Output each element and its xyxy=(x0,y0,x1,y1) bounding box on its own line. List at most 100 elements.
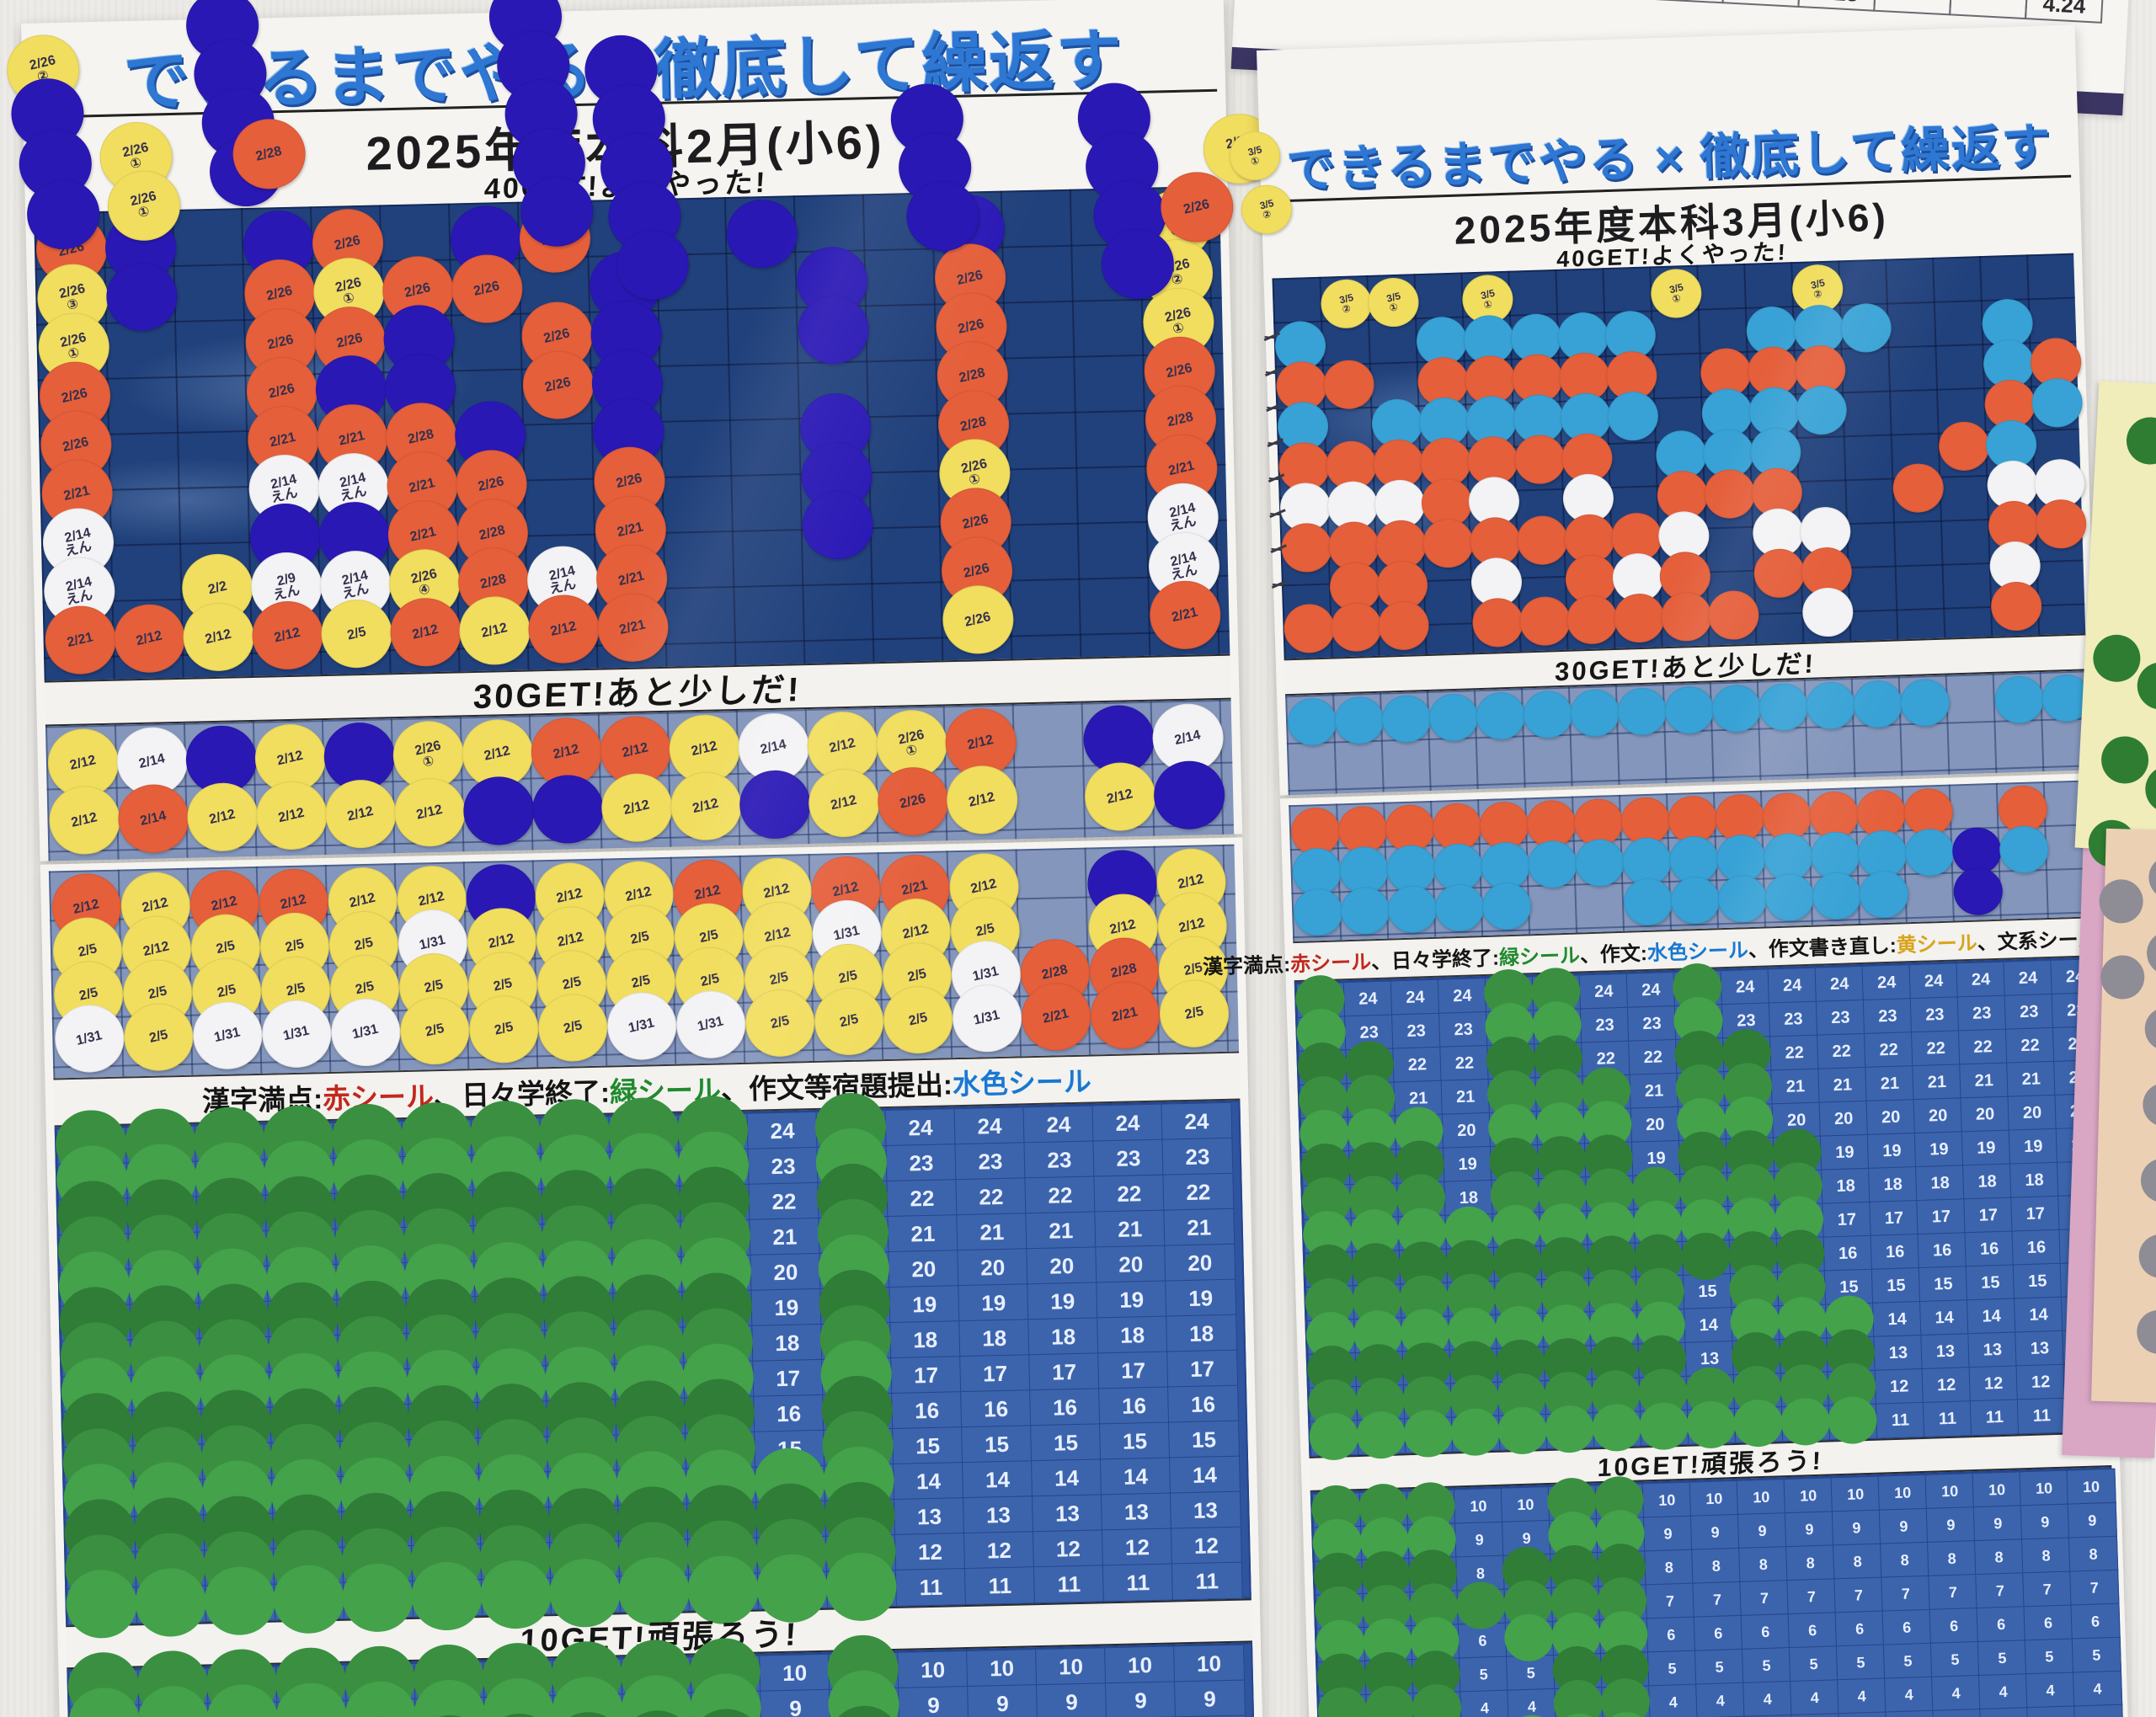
sticker-orange xyxy=(1990,581,2043,632)
sticker-date-label: 2/21 xyxy=(408,475,437,496)
number-cell: 21 xyxy=(1912,1064,1962,1101)
number-cell: 19 xyxy=(1961,1129,2012,1167)
number-cell: 5 xyxy=(1882,1642,1934,1680)
number-cell: 19 xyxy=(889,1285,961,1325)
number-cell: 22 xyxy=(1957,1028,2009,1066)
sticker-date-label: 2/26 xyxy=(543,375,573,395)
sticker-dot xyxy=(2100,954,2145,1000)
sticker-white: 1/31 xyxy=(952,984,1022,1053)
sticker-date-label: 2/5 xyxy=(1183,1004,1205,1022)
sticker-cyan xyxy=(1340,886,1391,936)
sticker-white: 1/31 xyxy=(606,991,678,1061)
sticker-cyan xyxy=(1812,871,1862,921)
sticker-orange xyxy=(1513,434,1566,485)
sticker-date-label: 2/26 xyxy=(403,280,433,301)
sticker-yellow: 2/26 xyxy=(942,584,1015,655)
sticker-yellow: 3/5 ① xyxy=(1367,277,1420,328)
sticker-dot xyxy=(2125,416,2156,466)
number-cell: 4 xyxy=(2025,1672,2076,1709)
sticker-date-label: 2/5 xyxy=(216,982,237,1000)
number-cell: 9 xyxy=(2067,1501,2117,1539)
number-cell: 20 xyxy=(957,1248,1029,1288)
number-cell: 10 xyxy=(1453,1487,1504,1525)
sticker-date-label: 2/12 xyxy=(70,809,99,830)
number-cell: 14 xyxy=(1099,1457,1171,1496)
number-cell: 21 xyxy=(956,1213,1028,1252)
sticker-date-label: ② xyxy=(1812,287,1824,301)
number-cell: 10 xyxy=(1035,1647,1107,1687)
sticker-white: 1/31 xyxy=(261,999,333,1069)
number-cell: 21 xyxy=(1817,1066,1868,1104)
number-cell: 10 xyxy=(1877,1474,1928,1512)
sticker-orange: 2/21 xyxy=(1149,579,1222,651)
number-cell: 9 xyxy=(1642,1515,1694,1553)
sticker-yellow: 2/5 xyxy=(537,993,609,1062)
handwritten-name-scribble xyxy=(1260,325,1281,342)
sticker-date-label: 2/5 xyxy=(630,973,652,991)
sticker-date-label: ① xyxy=(421,753,436,771)
sticker-yellow: 2/12 xyxy=(1084,761,1157,833)
number-cell: 10 xyxy=(759,1653,831,1693)
sticker-orange xyxy=(1516,515,1569,566)
sticker-date-label: 2/26 xyxy=(962,560,992,581)
number-grid-feb: 2424242424242424242424242424242424232323… xyxy=(54,1092,1251,1640)
legend-part: 水色シール xyxy=(1646,938,1749,965)
number-cell: 14 xyxy=(1031,1458,1102,1498)
number-cell: 16 xyxy=(1917,1232,1967,1270)
top-paper-table-cell: 2561 xyxy=(1721,0,1801,8)
number-cell: 5 xyxy=(2024,1638,2075,1676)
sticker-cyan xyxy=(1387,884,1438,934)
number-cell: 17 xyxy=(1869,1200,1919,1237)
number-cell: 18 xyxy=(1821,1167,1871,1205)
number-cell: 23 xyxy=(1438,1010,1489,1048)
number-cell: 5 xyxy=(1694,1648,1745,1686)
number-cell: 4 xyxy=(2072,1670,2123,1708)
number-cell: 16 xyxy=(1822,1234,1873,1272)
sticker-cyan xyxy=(2031,377,2084,429)
number-cell: 24 xyxy=(1342,980,1394,1018)
sticker-navy xyxy=(739,769,812,840)
sticker-date-label: 2/21 xyxy=(618,617,648,637)
sticker-cyan xyxy=(1710,684,1762,733)
handwritten-name-scribble xyxy=(1267,536,1288,554)
number-cell: 24 xyxy=(1022,1105,1095,1144)
number-cell: 22 xyxy=(955,1177,1027,1217)
number-cell: 8 xyxy=(2068,1535,2119,1573)
number-cell: 19 xyxy=(1913,1131,1965,1169)
number-cell: 13 xyxy=(894,1497,965,1536)
sticker-orange xyxy=(1330,601,1383,653)
number-cell: 21 xyxy=(1025,1211,1097,1250)
sticker-date-label: 2/26 xyxy=(335,330,365,351)
number-cell: 21 xyxy=(749,1217,821,1256)
number-cell: 21 xyxy=(1163,1208,1235,1247)
sticker-date-label: 2/21 xyxy=(269,429,298,451)
number-cell: 19 xyxy=(1096,1280,1168,1320)
number-cell: 15 xyxy=(1030,1423,1102,1463)
number-cell: 9 xyxy=(2020,1503,2070,1541)
sticker-cyan xyxy=(1852,680,1903,729)
number-cell: 18 xyxy=(1097,1315,1169,1355)
sticker-date-label: 2/5 xyxy=(837,968,859,987)
number-cell: 13 xyxy=(1873,1334,1924,1372)
sticker-date-label: 2/12 xyxy=(210,893,239,914)
number-cell: 8 xyxy=(1880,1541,1930,1579)
sticker-date-label: 2/12 xyxy=(135,628,164,648)
sticker-date-label: 1/31 xyxy=(351,1021,381,1042)
sticker-date-label: 2/12 xyxy=(556,929,585,950)
sticker-date-label: 2/5 xyxy=(424,1021,446,1040)
sticker-date-label: 2/5 xyxy=(769,1013,791,1032)
sticker-orange: 2/14 xyxy=(117,783,190,855)
sticker-date-label: 2/12 xyxy=(690,739,719,759)
handwritten-name-scribble xyxy=(1265,467,1285,483)
number-cell: 9 xyxy=(1831,1509,1882,1547)
sticker-date-label: 2/21 xyxy=(1167,458,1197,478)
sticker-date-label: 2/12 xyxy=(1177,872,1206,892)
number-cell: 10 xyxy=(1736,1479,1786,1516)
sticker-date-label: 2/28 xyxy=(407,426,436,447)
number-cell: 9 xyxy=(1454,1521,1505,1559)
sticker-yellow: 2/12 xyxy=(48,785,121,856)
number-cell: 7 xyxy=(1739,1580,1790,1617)
sticker-date-label: 2/12 xyxy=(417,888,446,909)
number-cell: 11 xyxy=(1102,1563,1174,1602)
sticker-date-label: 2/28 xyxy=(958,365,987,386)
